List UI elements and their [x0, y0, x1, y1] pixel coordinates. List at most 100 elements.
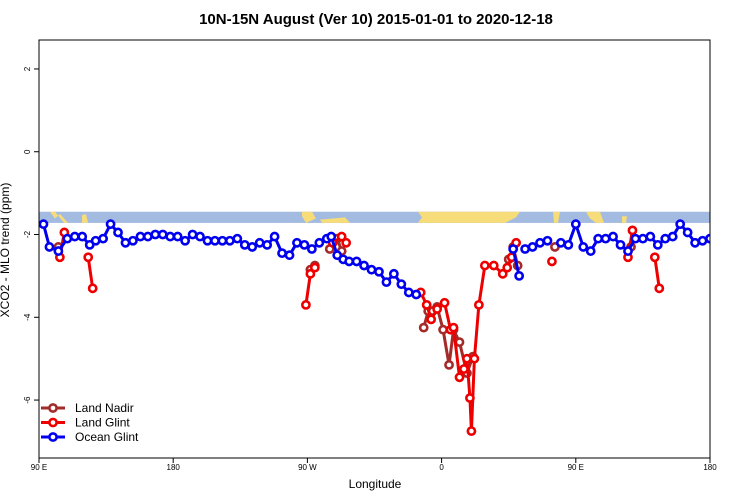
data-point [299, 239, 310, 250]
x-tick-label: 90 E [31, 463, 47, 472]
data-point [645, 231, 656, 242]
x-axis-label: Longitude [349, 477, 402, 491]
data-point [157, 229, 168, 240]
land-patch [553, 211, 560, 223]
data-point [306, 244, 317, 254]
ocean-band [39, 211, 710, 223]
legend-item: Ocean Glint [41, 430, 139, 444]
data-point [69, 231, 80, 242]
data-point [336, 231, 347, 242]
x-tick-label: 0 [439, 463, 444, 472]
data-point [388, 268, 399, 279]
data-point [344, 256, 355, 267]
data-point [675, 219, 686, 230]
data-point [578, 242, 589, 252]
data-point [239, 239, 250, 250]
data-point [165, 231, 176, 242]
data-point [403, 287, 414, 298]
data-point [462, 353, 472, 364]
data-point [305, 268, 316, 279]
data-point [411, 289, 422, 300]
data-point [53, 246, 64, 256]
data-point [113, 227, 123, 238]
x-tick-label: 90 W [298, 463, 317, 472]
data-point [439, 297, 450, 308]
x-axis: 90 E 180 90 W 0 90 E 180 [31, 458, 717, 472]
data-point [667, 231, 678, 242]
legend-swatch-marker [48, 403, 58, 413]
data-point [608, 231, 618, 242]
land-patch [622, 216, 627, 223]
series-line [653, 257, 661, 289]
y-tick-label: 0 [23, 149, 32, 154]
data-point [593, 233, 604, 244]
y-tick-label: 2 [23, 66, 32, 71]
data-point [627, 225, 638, 236]
data-point [697, 235, 708, 246]
land-ocean-band [39, 211, 710, 223]
data-point [217, 235, 228, 246]
data-point [77, 231, 88, 242]
data-point [432, 304, 443, 314]
legend-item: Land Nadir [41, 401, 134, 415]
land-patch [320, 217, 350, 223]
data-point [736, 231, 743, 238]
legend-item: Land Glint [41, 416, 130, 430]
data-point [135, 231, 146, 242]
data-point [555, 237, 566, 248]
data-point [128, 235, 138, 246]
data-point [326, 231, 337, 242]
data-point [585, 246, 596, 256]
data-point [210, 235, 220, 246]
data-point [87, 283, 98, 294]
data-point [714, 233, 721, 240]
data-point [652, 239, 663, 250]
data-point [172, 231, 183, 242]
plot-frame [38, 39, 711, 459]
land-patch [50, 211, 68, 223]
y-tick-label: -2 [23, 230, 32, 238]
data-point [421, 299, 432, 310]
land-patch [586, 211, 604, 223]
chart-title: 10N-15N August (Ver 10) 2015-01-01 to 20… [199, 11, 553, 28]
data-point [232, 233, 243, 244]
data-point [563, 239, 574, 250]
data-point [314, 237, 325, 248]
data-point [660, 233, 671, 244]
legend-label: Land Nadir [75, 401, 134, 415]
series-line [709, 237, 710, 239]
data-point [497, 268, 508, 279]
data-point [465, 393, 475, 403]
y-tick-label: -4 [23, 313, 32, 321]
x-tick-label: 180 [167, 463, 181, 472]
x-tick-label: 90 E [568, 463, 584, 472]
y-axis-label: XCO2 - MLO trend (ppm) [0, 183, 12, 318]
data-point [277, 248, 287, 259]
legend-label: Ocean Glint [75, 430, 139, 444]
data-point [469, 353, 480, 364]
data-point [448, 322, 459, 333]
data-point [744, 233, 750, 240]
data-point [292, 237, 302, 248]
data-point [729, 231, 736, 238]
data-point [502, 262, 513, 273]
data-point [366, 264, 377, 275]
series-layer [39, 219, 750, 436]
data-point [527, 242, 538, 252]
data-point [150, 229, 161, 240]
land-patch [418, 211, 520, 223]
data-point [224, 235, 235, 246]
series-line [86, 257, 95, 289]
data-point [341, 237, 352, 248]
data-point [705, 233, 710, 244]
data-point [438, 324, 448, 335]
legend-swatch-marker [48, 417, 58, 428]
y-tick-label: -6 [23, 396, 32, 404]
data-point [638, 233, 648, 244]
data-point [690, 237, 700, 248]
data-point [514, 271, 525, 281]
data-point [120, 237, 131, 248]
data-point [105, 219, 116, 230]
data-point [301, 299, 311, 310]
